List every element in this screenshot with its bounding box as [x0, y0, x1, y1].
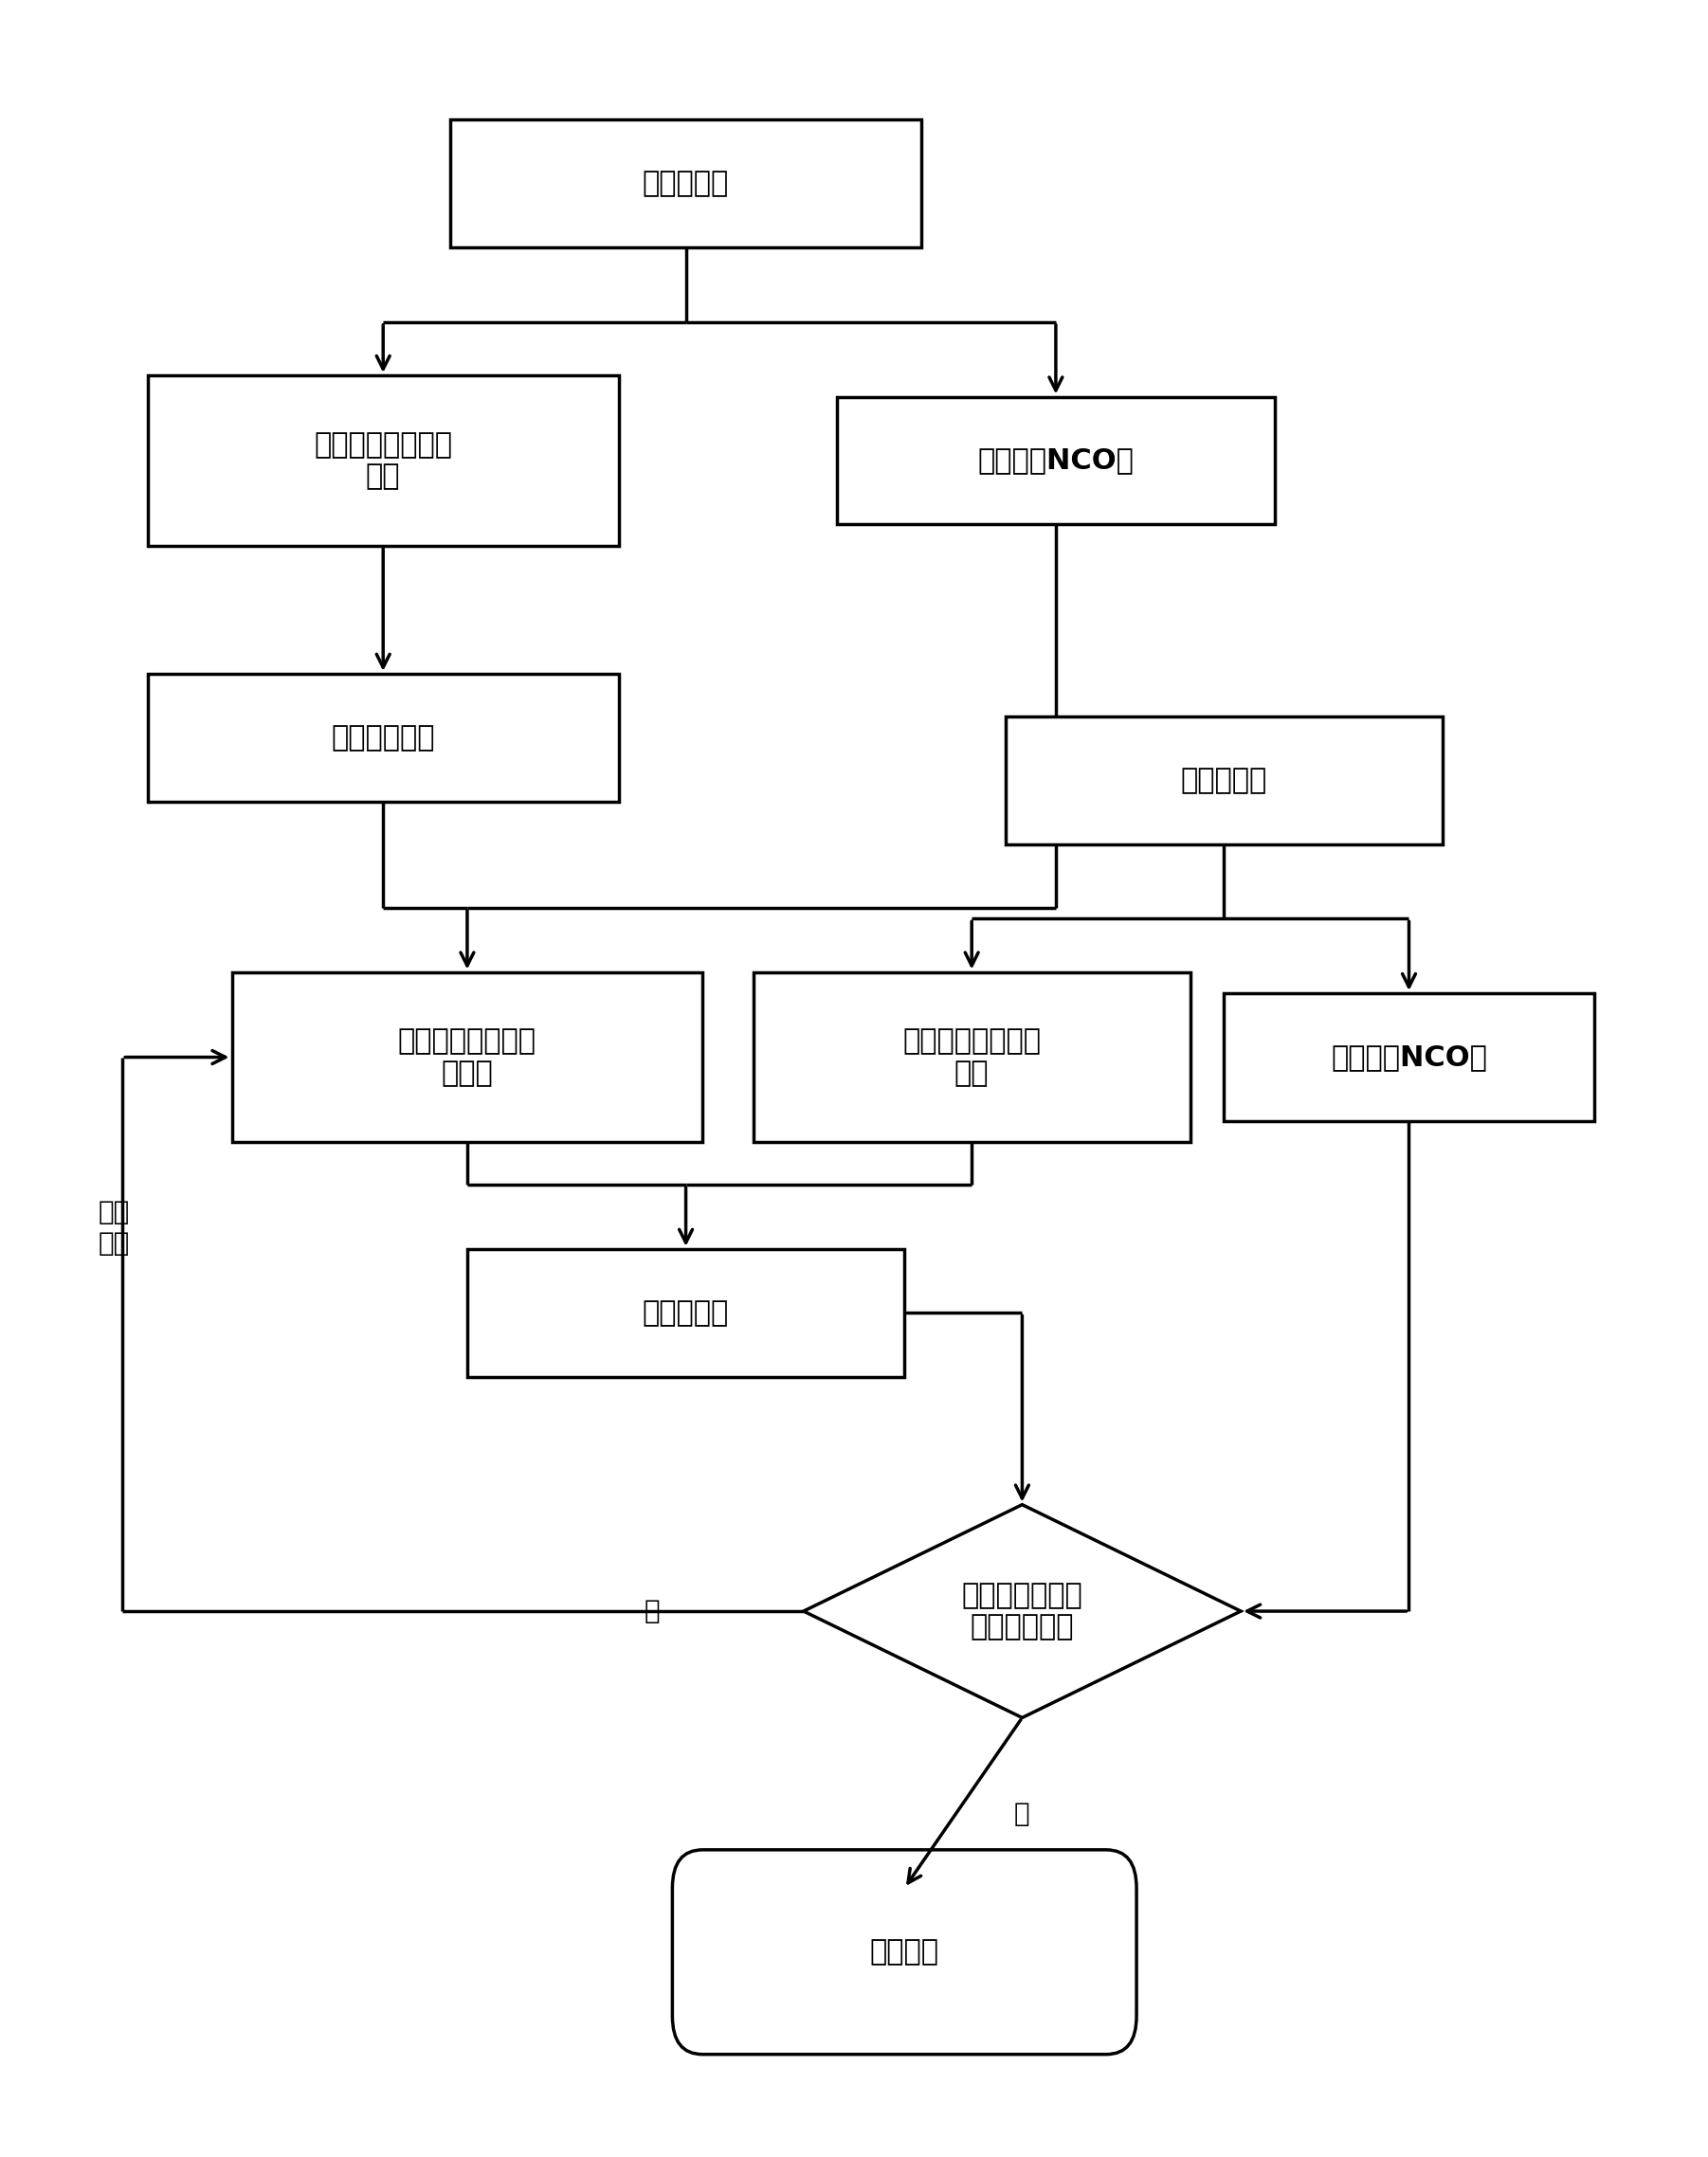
FancyBboxPatch shape: [1006, 716, 1443, 843]
Text: 是: 是: [1015, 1801, 1030, 1827]
Text: 获取样本拉曼响应
数据: 获取样本拉曼响应 数据: [314, 431, 453, 490]
FancyBboxPatch shape: [837, 397, 1274, 524]
FancyBboxPatch shape: [753, 973, 1190, 1143]
FancyBboxPatch shape: [451, 119, 921, 248]
FancyBboxPatch shape: [147, 375, 618, 546]
Text: 聚氨酯样本: 聚氨酯样本: [1180, 766, 1267, 794]
Text: 否: 否: [644, 1598, 659, 1624]
FancyBboxPatch shape: [1225, 992, 1594, 1122]
FancyBboxPatch shape: [673, 1851, 1136, 2053]
Text: 聚氨酯样本: 聚氨酯样本: [642, 170, 729, 196]
Text: 模型确立: 模型确立: [869, 1939, 939, 1965]
Text: 预测值和实测值
是否达到要求: 预测值和实测值 是否达到要求: [962, 1581, 1083, 1641]
Text: 模型
优化: 模型 优化: [99, 1199, 130, 1255]
Text: 样本预测值: 样本预测值: [642, 1299, 729, 1327]
Text: 实测样本NCO值: 实测样本NCO值: [977, 446, 1134, 475]
Polygon shape: [803, 1506, 1240, 1717]
Text: 实测样本NCO值: 实测样本NCO值: [1331, 1044, 1488, 1070]
FancyBboxPatch shape: [232, 973, 702, 1143]
FancyBboxPatch shape: [147, 673, 618, 802]
FancyBboxPatch shape: [468, 1249, 905, 1376]
Text: 建立偏最小二乘回
归模型: 建立偏最小二乘回 归模型: [398, 1027, 536, 1087]
Text: 获取样本拉曼响应
数据: 获取样本拉曼响应 数据: [902, 1027, 1040, 1087]
Text: 主成分数选取: 主成分数选取: [331, 725, 436, 751]
